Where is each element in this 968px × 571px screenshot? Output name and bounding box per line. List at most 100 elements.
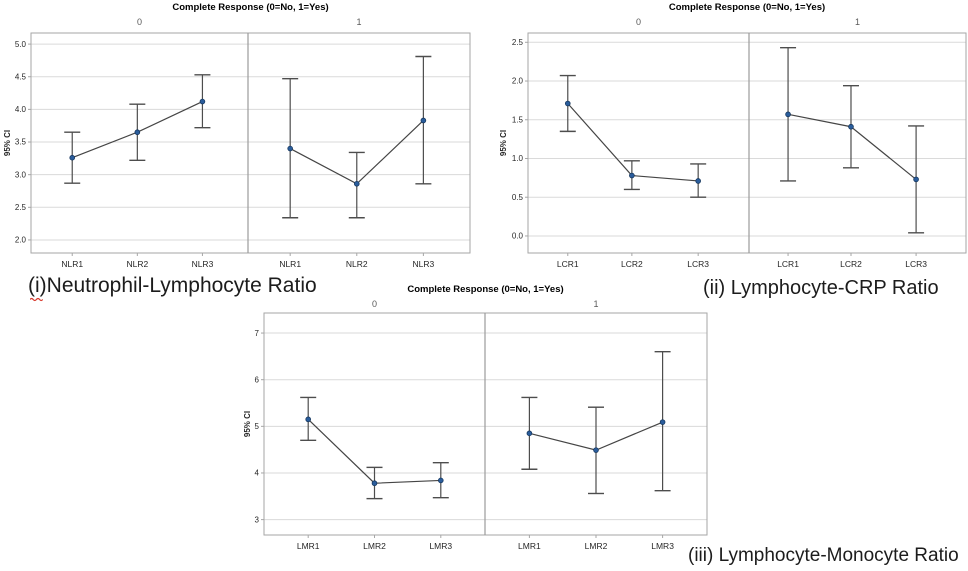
- spellcheck-underline-icon: [30, 297, 43, 302]
- mean-point: [913, 176, 919, 183]
- trend-line: [567, 103, 699, 182]
- y-axis-label: 95% CI: [499, 130, 508, 156]
- y-tick-label: 2.5: [512, 38, 524, 47]
- y-tick-label: 2.0: [15, 236, 27, 245]
- mean-point: [785, 111, 791, 118]
- y-tick-label: 4.0: [15, 105, 27, 114]
- error-bar-NLR2: [348, 151, 365, 219]
- panel-1: 1 LMR1 LMR2 LMR3: [518, 299, 674, 551]
- category-label: LCR1: [557, 259, 579, 269]
- error-bar-LMR2: [588, 406, 604, 495]
- chart-lmr-plot: 3 4 5 6 7 95% CI 0 LMR1 LMR2 LMR3 1 LMR1 LMR2 LMR3: [243, 299, 708, 551]
- y-axis-label: 95% CI: [243, 411, 252, 437]
- category-label: LMR3: [429, 541, 452, 551]
- category-label: NLR2: [346, 259, 368, 269]
- y-tick-label: 0.0: [512, 232, 524, 241]
- panel-label: 1: [593, 299, 598, 309]
- mean-point: [134, 129, 141, 136]
- error-bar-NLR3: [194, 74, 211, 129]
- caption-nlr: (i)Neutrophil-Lymphocyte Ratio: [28, 274, 317, 297]
- gridlines: [528, 41, 966, 237]
- y-tick-label: 7: [255, 329, 260, 338]
- error-bar-LMR1: [521, 396, 538, 470]
- y-axis: 3 4 5 6 7: [255, 329, 264, 524]
- error-bar-NLR1: [282, 77, 299, 219]
- gridlines: [31, 43, 470, 241]
- error-bar-LCR2: [842, 84, 859, 169]
- mean-point: [69, 154, 76, 161]
- category-label: NLR2: [126, 259, 148, 269]
- mean-point: [526, 430, 533, 437]
- error-bar-LCR1: [559, 74, 576, 133]
- plot-frame: [527, 32, 967, 254]
- chart-lcr-title: Complete Response (0=No, 1=Yes): [668, 2, 826, 13]
- chart-lcr-plot: 0.0 0.5 1.0 1.5 2.0 2.5 95% CI 0 LCR1 LCR2 LCR3 1 LC…: [499, 17, 967, 269]
- y-tick-label: 5: [255, 422, 260, 431]
- mean-point: [199, 98, 206, 105]
- y-axis: 0.0 0.5 1.0 1.5 2.0 2.5: [512, 38, 528, 241]
- y-axis-label: 95% CI: [3, 130, 12, 156]
- category-label: LMR1: [518, 541, 541, 551]
- error-bar-LMR2: [366, 466, 383, 500]
- panel-1: 1 NLR1 NLR2 NLR3: [279, 17, 434, 269]
- category-label: NLR1: [61, 259, 83, 269]
- panel-0: 0 LCR1 LCR2 LCR3: [557, 17, 709, 269]
- mean-point: [848, 123, 854, 130]
- caption-lmr: (iii) Lymphocyte-Monocyte Ratio: [688, 545, 959, 566]
- category-label: NLR3: [413, 259, 435, 269]
- caption-lcr: (ii) Lymphocyte-CRP Ratio: [703, 277, 939, 299]
- category-label: NLR3: [192, 259, 214, 269]
- error-bar-LMR3: [432, 462, 449, 499]
- mean-point: [659, 419, 666, 425]
- mean-point: [371, 480, 378, 487]
- panel-0: 0 NLR1 NLR2 NLR3: [61, 17, 213, 269]
- mean-point: [695, 178, 701, 184]
- y-tick-label: 3.5: [15, 138, 27, 147]
- category-label: LCR2: [840, 259, 862, 269]
- trend-line: [787, 113, 917, 180]
- error-bar-LCR3: [690, 163, 707, 198]
- category-label: LCR2: [621, 259, 643, 269]
- plot-frame: [30, 32, 471, 254]
- chart-lmr: Complete Response (0=No, 1=Yes) 3 4 5 6 7 95%…: [240, 282, 724, 571]
- panel-0: 0 LMR1 LMR2 LMR3: [297, 299, 453, 551]
- mean-point: [420, 117, 427, 124]
- mean-point: [564, 100, 571, 107]
- y-tick-label: 2.0: [512, 77, 524, 86]
- error-bar-LMR3: [654, 351, 671, 492]
- mean-point: [593, 447, 599, 453]
- y-tick-label: 3.0: [15, 170, 27, 179]
- y-tick-label: 1.0: [512, 154, 524, 163]
- error-bar-LMR1: [300, 396, 317, 442]
- mean-point: [353, 181, 360, 187]
- chart-lcr: Complete Response (0=No, 1=Yes) 0.0 0.5 1.…: [484, 0, 968, 300]
- category-label: LMR3: [651, 541, 674, 551]
- panel-label: 1: [855, 17, 860, 27]
- y-tick-label: 6: [255, 375, 260, 384]
- panel-label: 1: [356, 17, 361, 27]
- mean-point: [287, 145, 293, 152]
- category-label: LMR2: [585, 541, 608, 551]
- error-bar-NLR2: [129, 103, 146, 161]
- error-bar-LCR2: [623, 160, 640, 191]
- mean-point: [629, 172, 635, 179]
- error-bar-NLR1: [64, 131, 81, 184]
- category-label: NLR1: [279, 259, 301, 269]
- y-tick-label: 1.5: [512, 115, 524, 124]
- y-axis: 2.0 2.5 3.0 3.5 4.0 4.5 5.0: [15, 40, 31, 245]
- panel-label: 0: [636, 17, 641, 27]
- y-tick-label: 4: [255, 469, 260, 478]
- error-bar-NLR3: [415, 55, 432, 185]
- panel-1: 1 LCR1 LCR2 LCR3: [777, 17, 927, 269]
- chart-nlr: Complete Response (0=No, 1=Yes) 2.0 2.5 3.…: [0, 0, 484, 300]
- y-tick-label: 3: [255, 515, 260, 524]
- y-tick-label: 4.5: [15, 72, 27, 81]
- category-label: LCR3: [687, 259, 709, 269]
- chart-lmr-title: Complete Response (0=No, 1=Yes): [407, 284, 564, 295]
- category-label: LCR1: [777, 259, 799, 269]
- panel-label: 0: [372, 299, 377, 309]
- category-label: LMR1: [297, 541, 320, 551]
- error-bar-LCR3: [908, 125, 925, 234]
- error-bar-LCR1: [780, 47, 797, 182]
- chart-nlr-title: Complete Response (0=No, 1=Yes): [172, 2, 329, 13]
